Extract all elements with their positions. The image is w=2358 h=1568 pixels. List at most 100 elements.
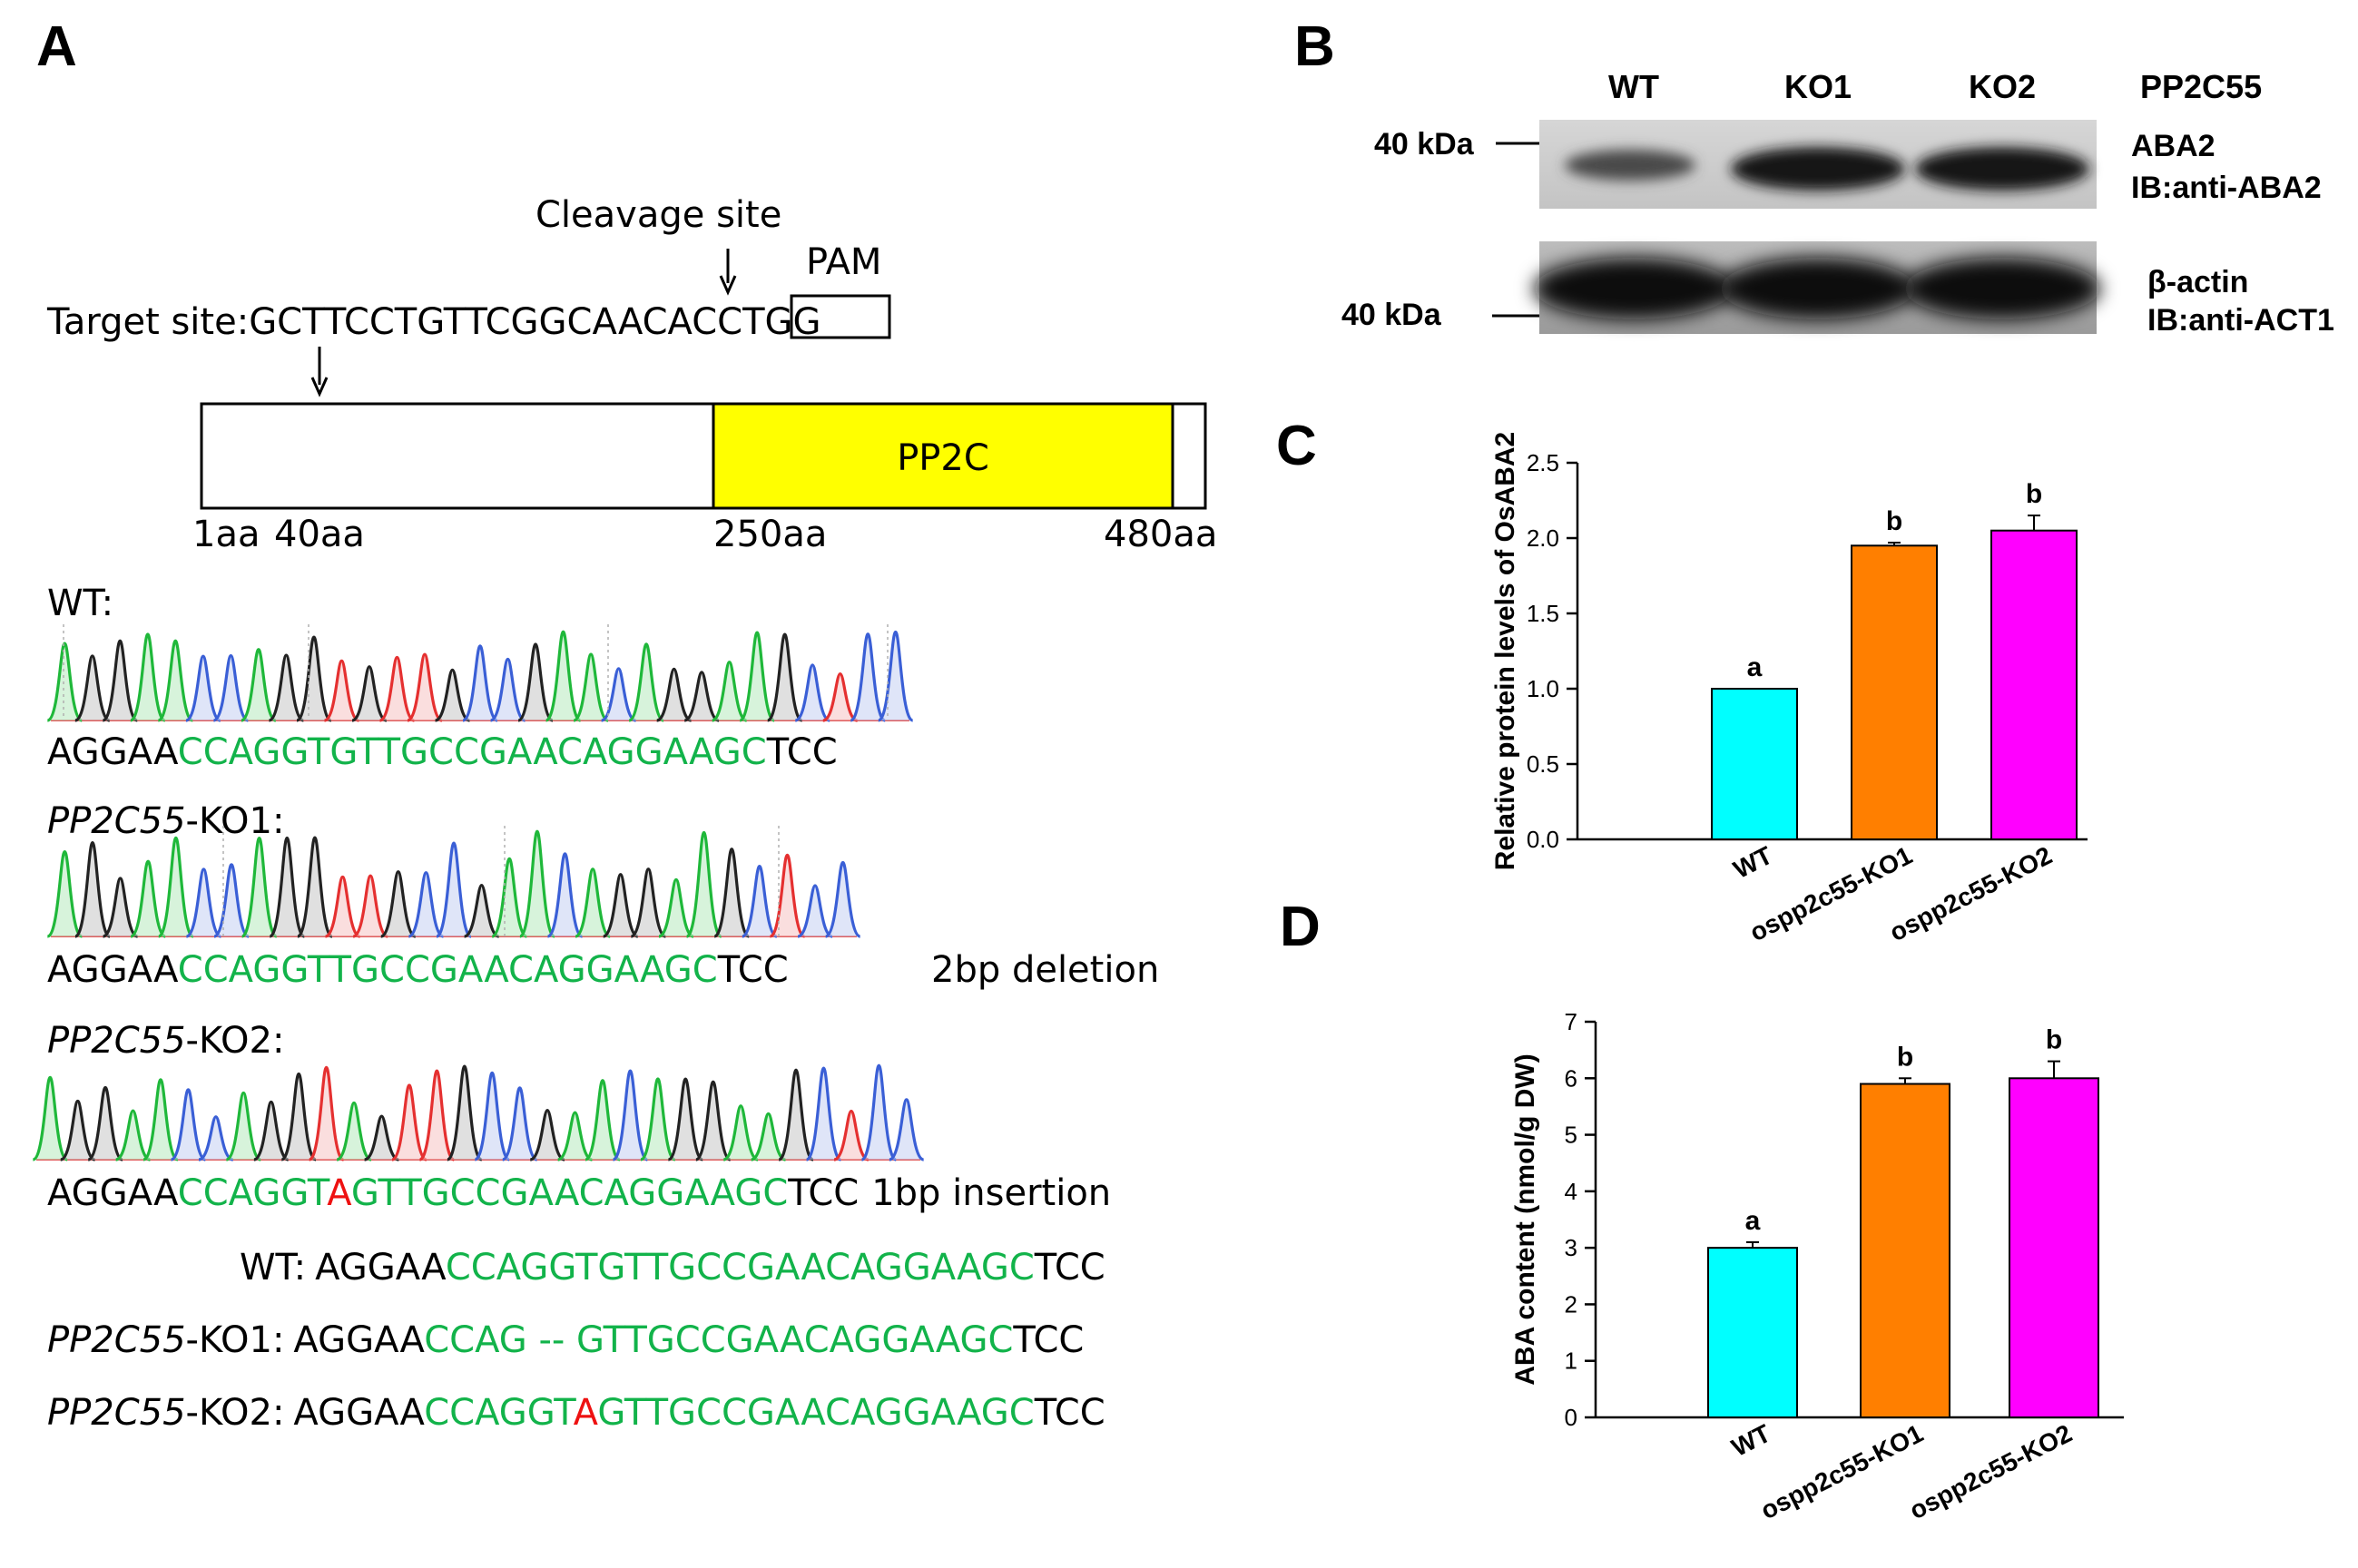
target-site-pam: TGG <box>742 301 820 343</box>
align-ko1-post: TCC <box>1012 1319 1084 1361</box>
band-actin-ko1 <box>1720 258 1916 319</box>
trace-peak-C <box>185 654 221 722</box>
trace-peak-G <box>630 867 667 938</box>
wt-sequence: AGGAACCAGGTGTTGCCGAACAGGAAGCTCC <box>47 731 838 773</box>
ko1-trace-suffix: -KO1: <box>186 800 285 842</box>
pam-label: PAM <box>806 241 881 283</box>
blot-gene-label: PP2C55 <box>2140 68 2262 105</box>
trace-peak-A <box>658 877 694 938</box>
ko2-seq-post: TCC <box>787 1172 859 1214</box>
ko1-deletion-note: 2bp deletion <box>931 949 1159 991</box>
bar-WT <box>1711 688 1798 840</box>
significance-letter: b <box>1897 1042 1913 1072</box>
cleavage-arrow-top <box>719 249 737 296</box>
trace-peak-A <box>518 829 556 938</box>
trace-peak-C <box>612 1069 649 1161</box>
trace-peak-T <box>833 1109 870 1161</box>
wt-seq-pre: AGGAA <box>47 731 179 773</box>
target-site-seq: GCTTCCTGTTCGGCAACAC <box>249 301 717 343</box>
lane-label-wt: WT <box>1608 68 1659 105</box>
align-wt-pre: AGGAA <box>315 1247 447 1289</box>
bar-ospp2c55-KO2 <box>2009 1077 2099 1419</box>
ko2-seq-target-1: CCAGGT <box>178 1172 330 1214</box>
trace-peak-A <box>157 836 194 938</box>
blot-aba2 <box>1539 120 2097 209</box>
bar-WT <box>1707 1247 1798 1418</box>
position-40aa: 40aa <box>274 514 365 555</box>
trace-peak-A <box>32 1075 68 1161</box>
align-ko1-gene: PP2C55 <box>47 1319 186 1361</box>
blot1-marker-label: 40 kDa <box>1374 127 1475 162</box>
y-tick-label: 6 <box>1565 1064 1577 1092</box>
trace-peak-A <box>557 1111 594 1161</box>
alignment-wt: WT: AGGAACCAGGTGTTGCCGAACAGGAAGCTCC <box>240 1247 1105 1289</box>
trace-peak-T <box>308 1065 346 1161</box>
band-aba2-ko2 <box>1915 147 2089 191</box>
align-wt-target: CCAGGTGTTGCCGAACAGGAAGC <box>446 1247 1035 1289</box>
trace-peak-G <box>296 836 333 938</box>
ko2-insertion-note: 1bp insertion <box>871 1172 1111 1214</box>
blot2-marker-label: 40 kDa <box>1341 298 1442 332</box>
trace-peak-G <box>363 1114 399 1161</box>
trace-peak-T <box>352 874 388 938</box>
trace-peak-A <box>142 1078 179 1161</box>
pam-box <box>790 294 891 339</box>
y-tick-label: 2.0 <box>1527 524 1559 552</box>
trace-peak-A <box>46 642 84 722</box>
trace-peak-A <box>685 830 723 938</box>
significance-letter: b <box>2046 1025 2062 1055</box>
trace-peak-G <box>74 654 111 722</box>
trace-peak-G <box>655 667 693 722</box>
target-site-mid: C <box>717 301 742 343</box>
trace-peak-A <box>130 859 167 938</box>
trace-peak-C <box>408 871 445 938</box>
trace-peak-A <box>129 632 166 722</box>
wt-trace-label: WT: <box>47 583 113 624</box>
trace-peak-G <box>695 1080 732 1161</box>
trace-peak-G <box>351 665 388 722</box>
ko2-trace-suffix: -KO2: <box>186 1020 285 1062</box>
trace-peak-C <box>877 630 914 722</box>
blot2-antibody-label: IB:anti-ACT1 <box>2147 303 2334 338</box>
y-axis-title: Relative protein levels of OsABA2 <box>1490 432 1520 871</box>
align-ko2-suffix: -KO2: <box>186 1392 285 1434</box>
trace-peak-C <box>546 852 584 938</box>
trace-peak-G <box>74 841 112 938</box>
trace-peak-C <box>489 657 526 722</box>
align-wt-label: WT: <box>240 1247 306 1289</box>
chart-d-aba-content: 0 1 2 3 4 5 6 7 ABA content (nmol/g DW) a WT b ospp2… <box>1510 1008 2124 1524</box>
trace-peak-C <box>794 663 830 722</box>
trace-peak-G <box>713 848 751 938</box>
trace-peak-A <box>241 836 278 938</box>
bar-ospp2c55-KO1 <box>1851 544 1938 840</box>
target-site-line: Target site:GCTTCCTGTTCGGCAACACCTGG <box>46 301 821 343</box>
bar-ospp2c55-KO2 <box>1990 529 2078 840</box>
trace-peak-A <box>545 630 582 722</box>
y-tick-label: 0 <box>1565 1404 1577 1431</box>
trace-peak-G <box>268 653 305 722</box>
pp2c-domain-label: PP2C <box>897 437 989 479</box>
trace-peak-G <box>434 668 471 722</box>
trace-peak-G <box>102 877 139 938</box>
band-aba2-wt <box>1565 150 1695 181</box>
trace-peak-G <box>602 873 639 938</box>
wt-seq-post: TCC <box>766 731 838 773</box>
ko2-trace-label: PP2C55-KO2: <box>47 1020 284 1062</box>
trace-peak-C <box>742 864 778 938</box>
ko1-seq-pre: AGGAA <box>47 949 179 991</box>
panel-label-d: D <box>1280 896 1321 958</box>
y-tick-label: 1 <box>1565 1348 1577 1375</box>
align-ko2-gene: PP2C55 <box>47 1392 186 1434</box>
trace-peak-T <box>391 1083 427 1161</box>
x-tick-label: ospp2c55-KO1 <box>1756 1419 1928 1525</box>
align-ko2-target-1: CCAGGT <box>424 1392 576 1434</box>
y-tick-label: 5 <box>1565 1122 1577 1149</box>
alignment-ko2: PP2C55-KO2: AGGAACCAGGTAGTTGCCGAACAGGAAGC… <box>47 1392 1105 1434</box>
trace-peak-A <box>157 639 194 722</box>
trace-peak-T <box>323 659 360 722</box>
trace-peak-T <box>418 1069 456 1161</box>
trace-peak-G <box>778 1068 814 1161</box>
trace-peak-A <box>575 867 611 938</box>
y-axis-title: ABA content (nmol/g DW) <box>1510 1054 1540 1386</box>
trace-peak-C <box>889 1098 925 1161</box>
